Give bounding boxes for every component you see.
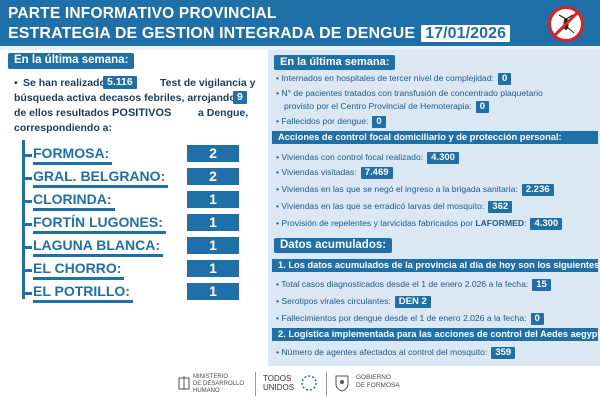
- serotype-value: DEN 2: [394, 296, 431, 308]
- ministry-label: MINISTERIO DE DESARROLLO HUMANO: [193, 374, 245, 394]
- department-count: 1: [187, 260, 239, 277]
- action-row-visited: • Viviendas visitadas: 7.469: [276, 166, 393, 179]
- department-name: EL CHORRO:: [33, 260, 125, 280]
- action-row-repellents: • Provisión de repelentes y larvicidas f…: [276, 217, 563, 230]
- tree-branch: [22, 200, 32, 203]
- larvae-value: 362: [488, 201, 513, 213]
- department-name: FORTÍN LUGONES:: [33, 214, 166, 234]
- tree-branch: [22, 292, 32, 295]
- repellents-value: 4.300: [530, 218, 563, 230]
- province-shield-icon: [335, 374, 349, 392]
- footer-separator: [255, 372, 256, 396]
- summary-line-4: correspondiendo a:: [14, 122, 113, 134]
- summary-line-1b: Test de vigilancia y: [160, 77, 256, 89]
- focal-value: 4.300: [427, 152, 459, 164]
- department-tree-line: [22, 140, 25, 299]
- logistics-row-agents: • Número de agentes afectados al control…: [276, 346, 516, 359]
- header-title: PARTE INFORMATIVO PROVINCIAL: [8, 5, 277, 22]
- gobierno-label: GOBIERNO DE FORMOSA: [356, 374, 400, 389]
- accumulated-tab: Datos acumulados:: [274, 238, 393, 253]
- footer-separator: [326, 372, 327, 396]
- week-row-transfusion-cont: provisto por el Centro Provincial de Hem…: [284, 100, 490, 113]
- footer: MINISTERIO DE DESARROLLO HUMANO TODOS UN…: [0, 366, 600, 400]
- week-row-transfusion: • N° de pacientes tratados con transfusi…: [276, 88, 543, 98]
- tree-branch: [22, 269, 32, 272]
- department-count: 1: [187, 283, 239, 300]
- accum-row-deaths: • Fallecimientos por dengue desde el 1 d…: [276, 312, 544, 325]
- action-row-focal: • Viviendas con control focal realizado:…: [276, 151, 459, 164]
- accumulated-band: 1. Los datos acumulados de la provincia …: [272, 259, 600, 272]
- week-row-hospitalized: • Internados en hospitales de tercer niv…: [276, 72, 512, 85]
- week-row-deaths: • Fallecidos por dengue: 0: [276, 115, 386, 128]
- logistics-band: 2. Logística implementada para las accio…: [272, 328, 600, 341]
- tree-branch: [22, 223, 32, 226]
- department-name: LAGUNA BLANCA:: [33, 237, 164, 257]
- header-subtitle: ESTRATEGIA DE GESTION INTEGRADA DE DENGU…: [8, 25, 511, 43]
- agents-value: 359: [491, 347, 516, 359]
- summary-bullet: •: [14, 77, 18, 89]
- action-row-denied: • Viviendas en las que se negó el ingres…: [276, 183, 554, 196]
- tree-branch: [22, 177, 32, 180]
- left-week-tab: En la última semana:: [8, 53, 135, 69]
- accum-row-serotype: • Serotipos virales circulantes: DEN 2: [276, 295, 431, 308]
- summary-line-3: de ellos resultados POSITIVOS: [14, 107, 172, 119]
- no-mosquito-icon: [548, 6, 584, 42]
- department-name: CLORINDA:: [33, 191, 115, 211]
- hospitalized-value: 0: [498, 73, 512, 85]
- department-count: 1: [187, 237, 239, 254]
- todos-unidos-star-icon: [300, 374, 318, 392]
- ministry-logo-icon: [178, 375, 190, 391]
- action-row-larvae: • Viviendas en las que se erradicó larva…: [276, 200, 513, 213]
- denied-value: 2.236: [521, 184, 554, 196]
- department-count: 2: [187, 168, 239, 185]
- department-count: 1: [187, 214, 239, 231]
- tree-branch: [22, 246, 32, 249]
- department-name: FORMOSA:: [33, 145, 113, 165]
- actions-band: Acciones de control focal domiciliario y…: [272, 131, 598, 144]
- deaths-total-value: 0: [530, 313, 544, 325]
- visited-value: 7.469: [360, 167, 393, 179]
- right-panel: [268, 50, 600, 366]
- department-count: 1: [187, 191, 239, 208]
- accum-row-total: • Total casos diagnosticados desde el 1 …: [276, 278, 551, 291]
- tests-count: 5.116: [103, 76, 137, 89]
- right-week-tab: En la última semana:: [274, 55, 396, 70]
- department-name: GRAL. BELGRANO:: [33, 168, 169, 188]
- summary-line-3b: a Dengue,: [198, 107, 249, 119]
- report-date: 17/01/2026: [421, 25, 511, 42]
- tree-branch: [22, 154, 32, 157]
- department-name: EL POTRILLO:: [33, 283, 133, 303]
- summary-line-2: búsqueda activa decasos febriles, arroja…: [14, 92, 236, 104]
- todos-unidos-label: TODOS UNIDOS: [263, 374, 295, 392]
- summary-line-1: Se han realizado: [23, 77, 106, 89]
- deaths-week-value: 0: [372, 116, 386, 128]
- positives-word: POSITIVOS: [112, 107, 172, 119]
- total-cases-value: 15: [532, 279, 551, 291]
- header-divider: [0, 46, 600, 50]
- header-subtitle-text: ESTRATEGIA DE GESTION INTEGRADA DE DENGU…: [8, 25, 416, 42]
- header-banner: PARTE INFORMATIVO PROVINCIAL ESTRATEGIA …: [0, 0, 600, 46]
- transfusion-value: 0: [475, 101, 490, 113]
- positives-count: 9: [233, 91, 247, 104]
- department-count: 2: [187, 145, 239, 162]
